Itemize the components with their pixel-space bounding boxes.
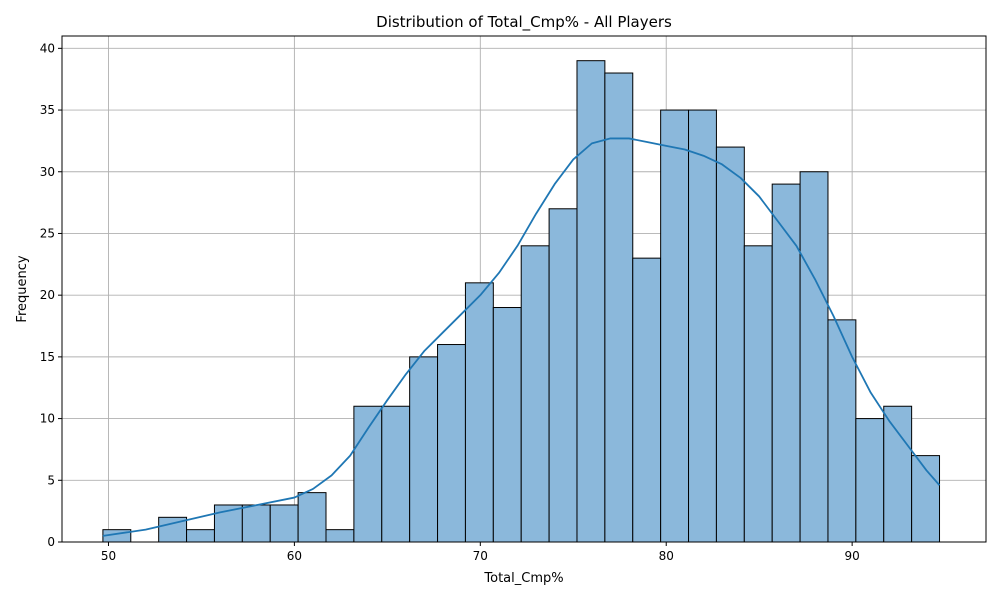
histogram-bar	[660, 109, 690, 543]
histogram-bar	[883, 405, 913, 543]
histogram-bar	[576, 60, 606, 543]
chart-title: Distribution of Total_Cmp% - All Players	[376, 13, 672, 32]
histogram-bar	[409, 356, 439, 543]
histogram-bar	[632, 257, 662, 543]
histogram-bar	[269, 504, 299, 543]
histogram-bar	[743, 245, 773, 543]
histogram-bar	[715, 146, 745, 543]
histogram-bar	[464, 282, 494, 543]
x-tick-label: 60	[287, 549, 302, 563]
histogram-bar	[771, 183, 801, 543]
histogram-bar	[186, 529, 215, 543]
y-tick-label: 0	[47, 535, 55, 549]
x-ticks: 50 60 70 80 90	[101, 542, 860, 563]
histogram-bar	[520, 245, 550, 543]
histogram-bar	[827, 319, 857, 543]
histogram-bar	[799, 171, 829, 543]
x-tick-label: 90	[845, 549, 860, 563]
histogram-bar	[241, 504, 271, 543]
histogram-bar	[325, 529, 355, 543]
y-tick-label: 15	[40, 350, 55, 364]
x-axis-label: Total_Cmp%	[483, 571, 563, 586]
histogram-bar	[437, 344, 466, 543]
bars-layer	[102, 60, 941, 543]
y-tick-label: 35	[40, 103, 55, 117]
y-tick-label: 30	[40, 165, 55, 179]
y-ticks: 0 5 10 15 20 25 30 35 40	[40, 41, 62, 549]
y-tick-label: 20	[40, 288, 55, 302]
histogram-bar	[381, 405, 411, 543]
histogram-bar	[688, 109, 717, 543]
y-tick-label: 40	[40, 41, 55, 55]
histogram-bar	[297, 492, 327, 543]
y-axis-label: Frequency	[15, 255, 30, 322]
kde-curve	[102, 137, 941, 537]
x-tick-label: 50	[101, 549, 116, 563]
histogram-bar	[855, 418, 885, 543]
x-tick-label: 80	[659, 549, 674, 563]
histogram-bar	[548, 208, 578, 543]
y-tick-label: 10	[40, 412, 55, 426]
histogram-bar	[604, 72, 634, 543]
plot-frame	[61, 35, 987, 543]
x-tick-label: 70	[473, 549, 488, 563]
kde-layer	[102, 137, 941, 537]
histogram-bar	[353, 405, 383, 543]
histogram-bar	[492, 307, 522, 543]
y-tick-label: 5	[47, 473, 55, 487]
y-tick-label: 25	[40, 226, 55, 240]
